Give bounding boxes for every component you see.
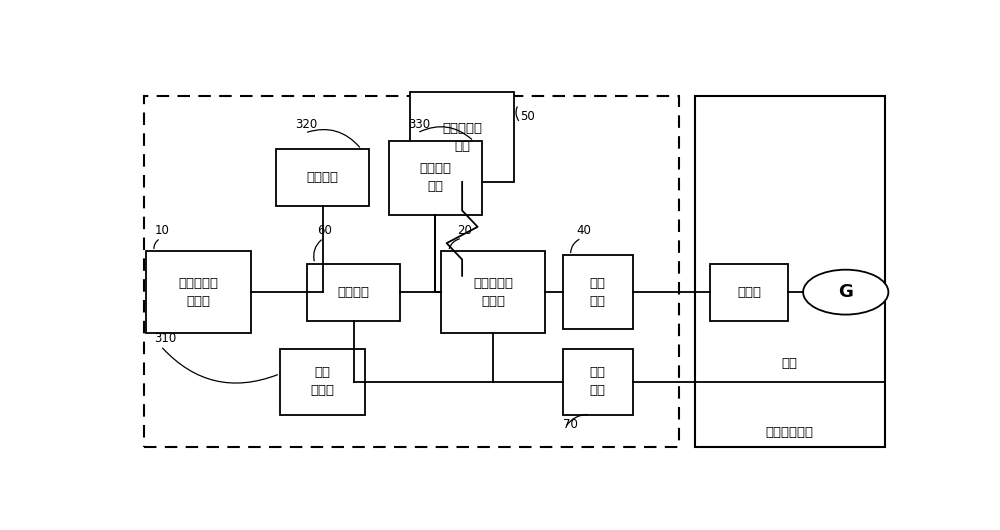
Circle shape — [803, 270, 888, 315]
FancyBboxPatch shape — [441, 251, 545, 333]
Text: 320: 320 — [296, 118, 318, 131]
FancyBboxPatch shape — [388, 141, 482, 215]
FancyBboxPatch shape — [695, 96, 885, 447]
FancyBboxPatch shape — [280, 349, 365, 414]
Text: G: G — [838, 283, 853, 301]
Text: 无功补偿
设备: 无功补偿 设备 — [419, 162, 451, 193]
Text: 蓄能装置: 蓄能装置 — [307, 171, 339, 184]
Text: 70: 70 — [563, 418, 578, 431]
Text: 20: 20 — [457, 224, 472, 237]
Text: 电能质量治
理装置: 电能质量治 理装置 — [473, 277, 513, 307]
Text: 可调
负荷箱: 可调 负荷箱 — [311, 366, 335, 398]
Text: 变流器: 变流器 — [737, 286, 761, 298]
Text: 10: 10 — [154, 224, 169, 237]
FancyBboxPatch shape — [146, 251, 251, 333]
FancyBboxPatch shape — [307, 263, 400, 321]
FancyBboxPatch shape — [563, 349, 633, 414]
Text: 60: 60 — [317, 224, 332, 237]
FancyBboxPatch shape — [276, 149, 369, 207]
FancyBboxPatch shape — [144, 96, 679, 447]
Text: 变压装置: 变压装置 — [338, 286, 370, 298]
FancyBboxPatch shape — [710, 263, 788, 321]
Text: 微电网控制
装置: 微电网控制 装置 — [442, 121, 482, 153]
Text: 调试
接口: 调试 接口 — [590, 277, 606, 307]
Text: 并网
接口: 并网 接口 — [590, 366, 606, 398]
FancyBboxPatch shape — [563, 255, 633, 329]
Text: 40: 40 — [576, 224, 591, 237]
Text: 50: 50 — [520, 110, 535, 123]
Text: 310: 310 — [154, 332, 177, 345]
Text: 风机: 风机 — [782, 357, 798, 370]
FancyBboxPatch shape — [410, 92, 514, 182]
Text: 330: 330 — [408, 118, 430, 131]
Text: 风能发电设备: 风能发电设备 — [766, 427, 814, 439]
Text: 公用电网替
代装置: 公用电网替 代装置 — [179, 277, 219, 307]
